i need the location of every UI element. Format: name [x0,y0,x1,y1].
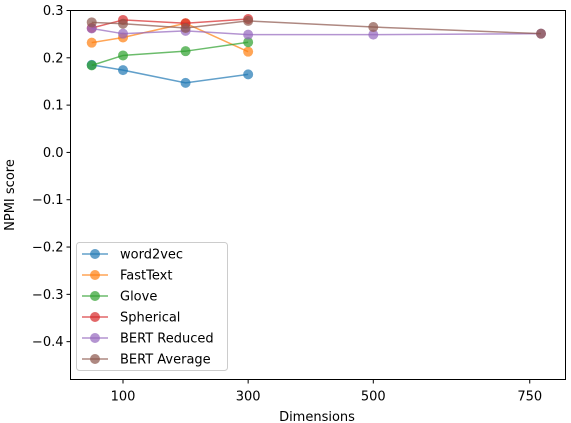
legend-label-spherical: Spherical [120,311,180,326]
series-word2vec [86,59,254,88]
data-point-bert-average [368,22,379,33]
y-axis-ticks: 0.3 0.2 0.1 0.0 −0.1 −0.2 −0.3 −0.4 [32,4,71,350]
y-tick-label: 0.3 [43,4,64,19]
data-point-fasttext [86,37,97,48]
legend-marker-bert-reduced [90,333,100,343]
data-point-word2vec [118,65,128,76]
plot-marks [86,14,546,88]
legend-label-bert-average: BERT Average [120,353,211,368]
data-point-bert-reduced [368,29,379,40]
data-point-bert-reduced [243,29,254,40]
data-point-bert-average [118,18,128,29]
legend-marker-word2vec [90,249,100,259]
data-point-glove [118,50,128,61]
series-line-fasttext [91,22,249,53]
legend-box [76,242,228,371]
data-point-bert-average [536,28,546,39]
data-point-glove [180,46,191,57]
y-tick-label: −0.1 [32,193,64,208]
legend-label-word2vec: word2vec [120,248,183,263]
x-tick-label: 500 [361,390,386,405]
data-point-word2vec [180,77,191,88]
data-point-bert-reduced [118,28,128,39]
legend-marker-fasttext [90,270,100,280]
data-point-bert-average [86,17,97,28]
data-point-glove [86,60,97,71]
x-tick-label: 300 [236,390,261,405]
legend-marker-spherical [90,312,100,322]
y-tick-label: 0.0 [43,146,64,161]
data-point-word2vec [243,69,254,80]
series-line-bert-reduced [91,27,542,36]
legend-label-bert-reduced: BERT Reduced [120,332,214,347]
x-tick-label: 750 [517,390,542,405]
y-tick-label: 0.1 [43,99,64,114]
series-line-spherical [91,18,249,29]
data-point-bert-average [243,15,254,26]
series-line-glove [91,41,249,67]
y-tick-label: −0.2 [32,241,64,256]
series-fasttext [86,18,254,57]
data-point-fasttext [243,46,254,57]
data-point-glove [243,37,254,48]
x-axis-ticks: 100 300 500 750 [111,379,542,405]
y-tick-label: 0.2 [43,51,64,66]
legend-label-fasttext: FastText [120,269,172,284]
x-axis-label: Dimensions [279,410,355,423]
series-line-bert-average [91,20,542,35]
series-bert-average [86,15,546,39]
y-axis-label: NPMI score [3,159,18,231]
x-tick-label: 100 [111,390,136,405]
series-glove [86,37,254,71]
series-line-word2vec [91,64,249,84]
plot-frame [70,10,566,380]
y-tick-label: −0.3 [32,288,64,303]
data-point-bert-average [180,23,191,34]
legend: word2vec FastText Glove Spherical BERT Reduc… [76,242,228,371]
y-tick-label: −0.4 [32,335,64,350]
legend-label-glove: Glove [120,290,157,305]
legend-marker-bert-average [90,354,100,364]
legend-marker-glove [90,291,100,301]
